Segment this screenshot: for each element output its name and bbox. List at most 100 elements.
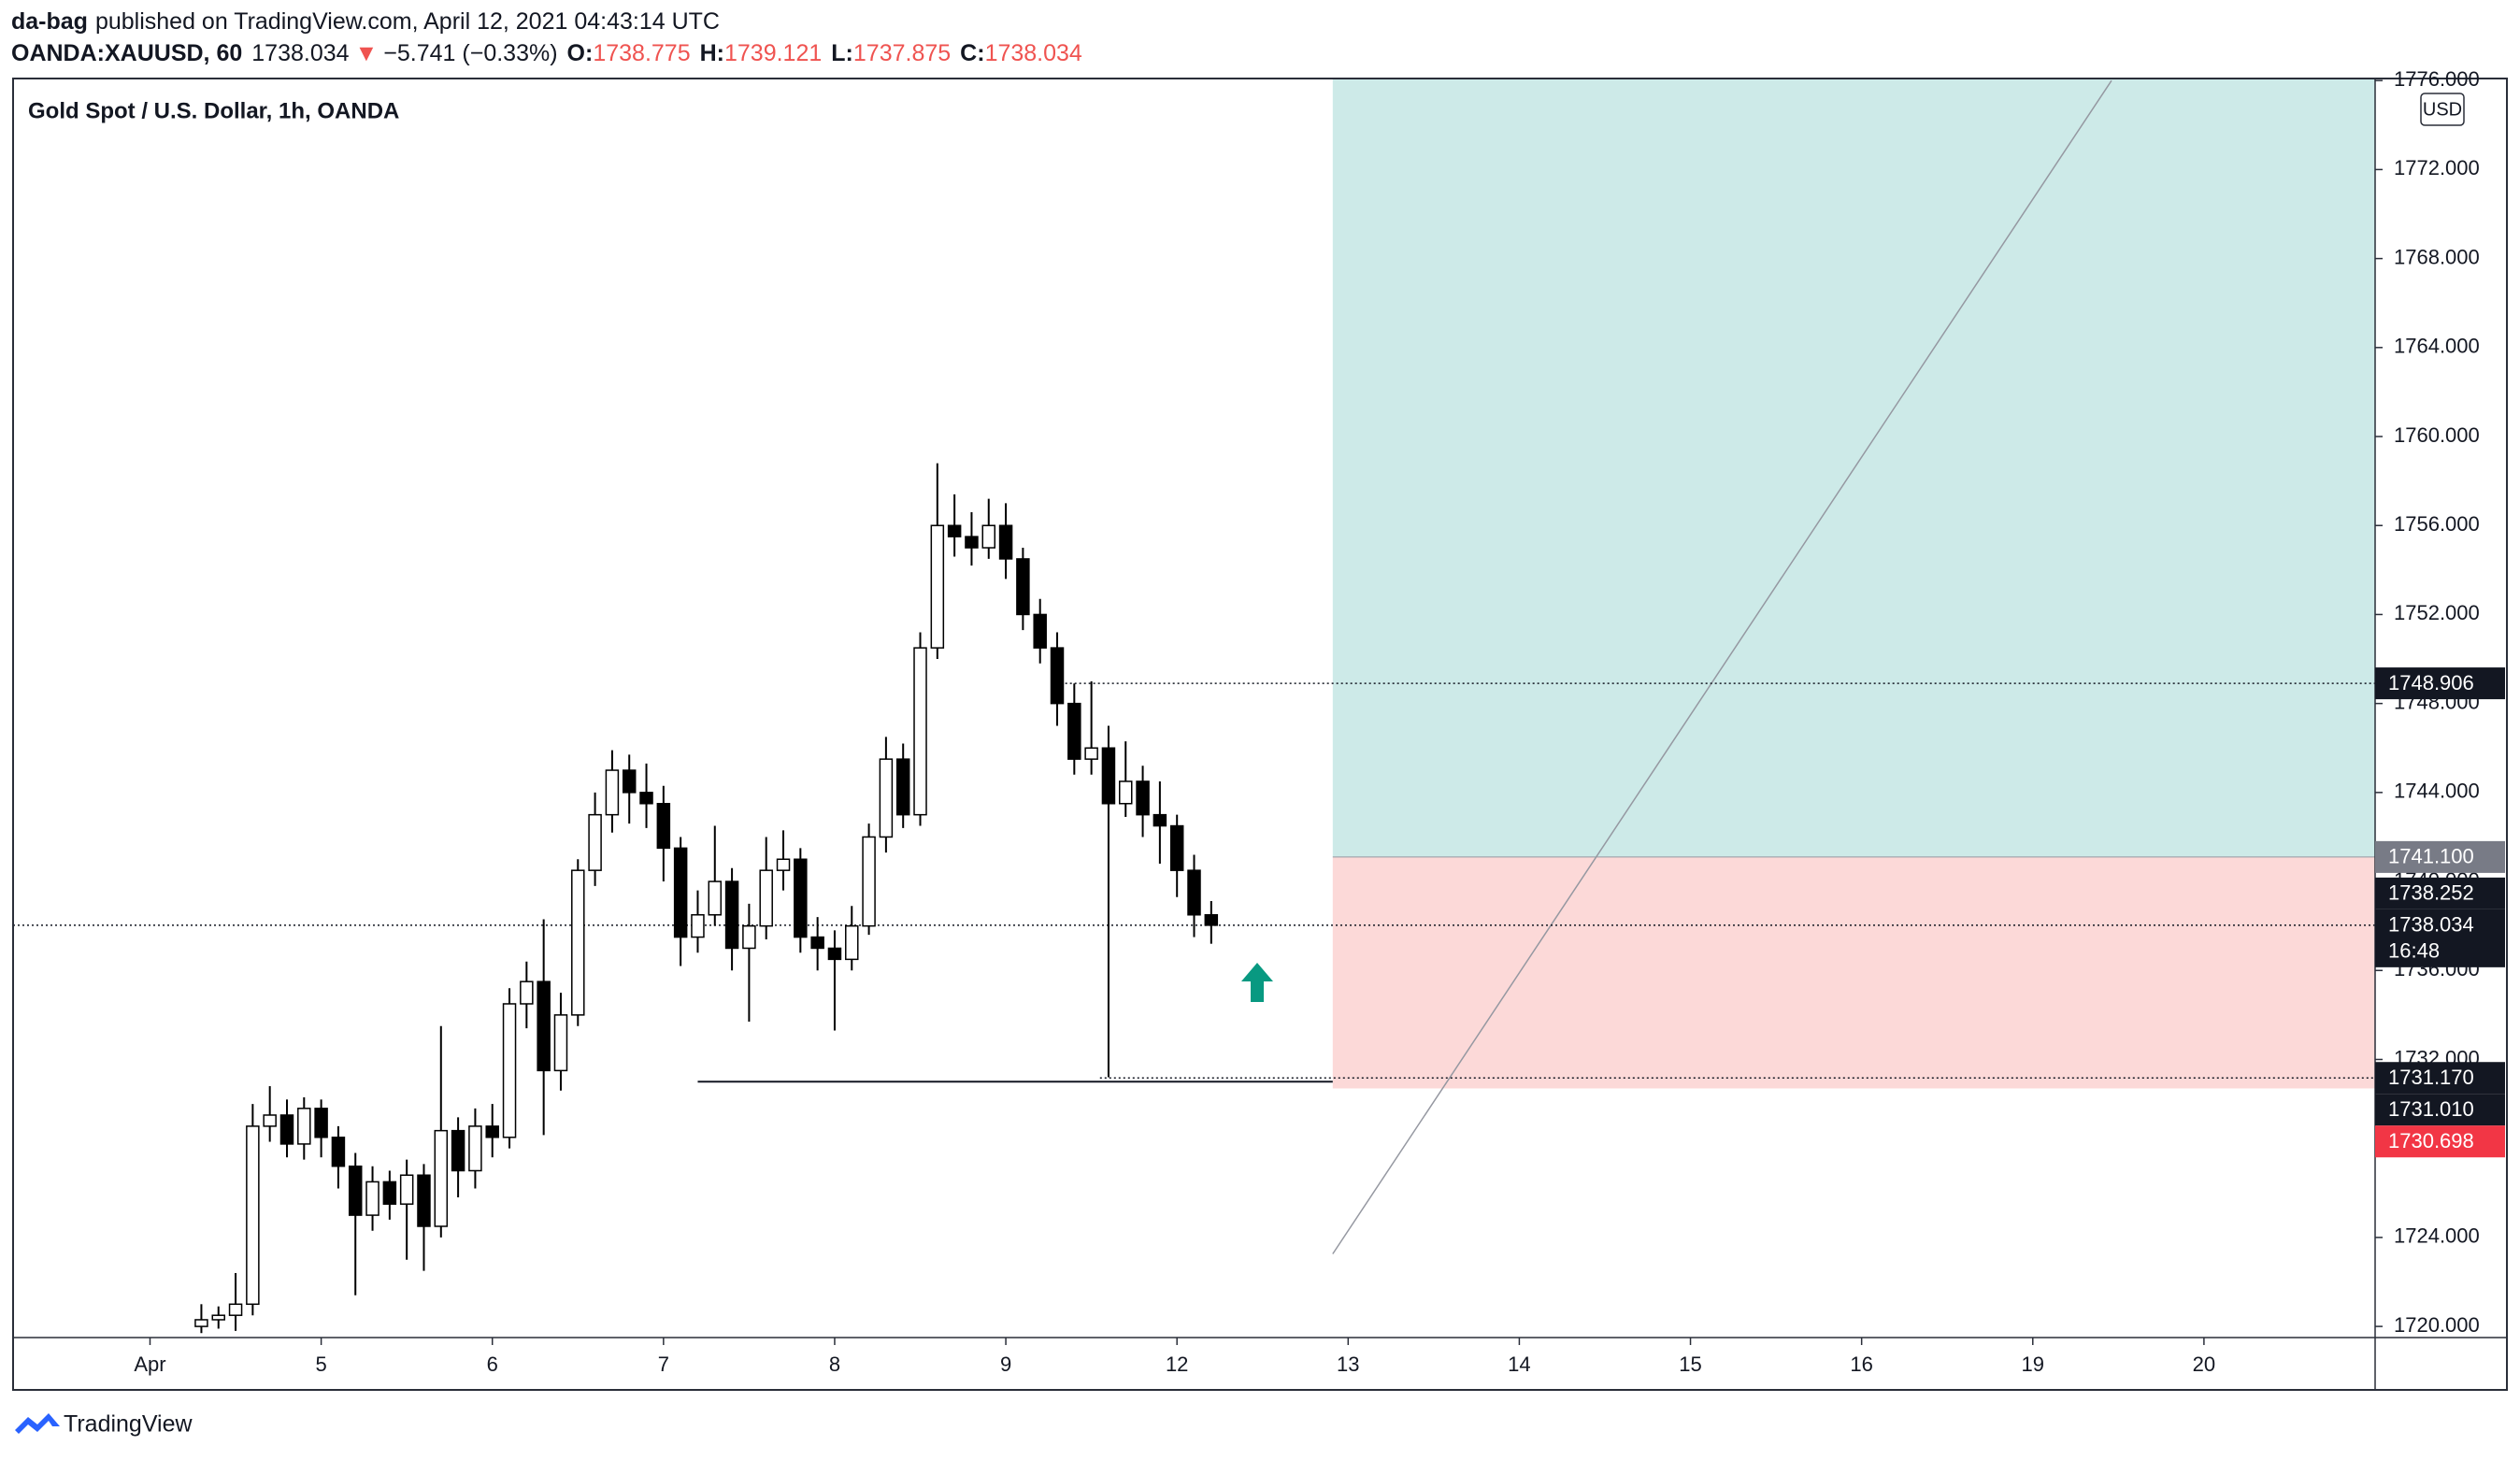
y-tick-label: 1772.000 [2394, 156, 2480, 179]
candle-body [1153, 813, 1167, 827]
ohlc-value: 1737.875 [853, 40, 951, 66]
candle-body [348, 1165, 363, 1216]
candle-body [776, 858, 791, 871]
brand-logo [15, 1413, 60, 1434]
candle-body [879, 758, 894, 838]
candle-body [673, 847, 688, 938]
change-arrow: ▼ [355, 40, 379, 66]
y-tick-label: 1744.000 [2394, 780, 2480, 803]
candle-body [553, 1014, 568, 1072]
price-label: 1738.034 [2388, 913, 2474, 937]
x-tick-label: 7 [658, 1353, 669, 1376]
candle-body [810, 936, 824, 950]
candle-body [297, 1108, 311, 1145]
candle-body [468, 1125, 482, 1172]
ohlc-label: O: [567, 40, 594, 66]
candle-body [827, 947, 842, 961]
candle-body [639, 792, 653, 805]
candle-body [742, 924, 756, 950]
x-tick-label: 9 [1000, 1353, 1011, 1376]
price-label-box [2375, 1125, 2505, 1158]
candle-body [947, 524, 962, 537]
candle-body [845, 924, 859, 961]
candle-body [588, 813, 602, 871]
loss-zone [1332, 856, 2375, 1089]
candle-body [913, 647, 927, 816]
candle-body [1067, 702, 1081, 760]
x-tick-label: 5 [315, 1353, 326, 1376]
candle-body [382, 1181, 397, 1205]
candle-body [502, 1003, 517, 1138]
price-label-box [2375, 909, 2505, 967]
x-tick-label: 20 [2193, 1353, 2215, 1376]
y-tick-label: 1776.000 [2394, 67, 2480, 91]
price-label-box [2375, 840, 2505, 873]
candle-body [485, 1125, 499, 1138]
price-label: 1730.698 [2388, 1129, 2474, 1152]
published: published on TradingView.com, April 12, … [95, 8, 720, 35]
price-label-box [2375, 667, 2505, 700]
candle-body [930, 524, 945, 649]
candle-body [691, 914, 705, 938]
symbol: OANDA:XAUUSD, 60 [11, 40, 242, 66]
candle-body [194, 1319, 208, 1327]
candle-body [965, 536, 979, 549]
currency-box [2420, 93, 2465, 126]
price-label-box [2375, 1062, 2505, 1095]
candle-body [981, 524, 996, 549]
ohlc-label: C: [960, 40, 984, 66]
x-tick-label: 13 [1337, 1353, 1359, 1376]
x-tick-label: 6 [487, 1353, 498, 1376]
trend-line [1332, 79, 2112, 1254]
candle-body [434, 1129, 449, 1227]
candle-body [314, 1108, 328, 1138]
candle-body [246, 1125, 260, 1306]
y-tick-label: 1752.000 [2394, 601, 2480, 624]
x-tick-label: 12 [1166, 1353, 1188, 1376]
brand: TradingView [64, 1411, 193, 1438]
price-label: 1731.010 [2388, 1097, 2474, 1121]
x-tick-label: 19 [2022, 1353, 2044, 1376]
x-tick-label: 16 [1850, 1353, 1872, 1376]
candle-body [1169, 824, 1184, 871]
candle-body [399, 1174, 414, 1205]
candle-body [895, 758, 910, 816]
candle-body [1016, 558, 1030, 616]
last-price: 1738.034 [251, 40, 349, 66]
ohlc-value: 1738.034 [985, 40, 1082, 66]
chart-frame [12, 78, 2508, 1391]
candle-body [228, 1303, 243, 1316]
author: da-bag [11, 8, 88, 35]
price-label-box [2375, 1094, 2505, 1126]
candle-body [1101, 747, 1116, 805]
candle-body [331, 1137, 346, 1167]
candle-body [1204, 914, 1219, 926]
change: −5.741 (−0.33%) [383, 40, 557, 66]
plot [13, 79, 2375, 1334]
candle-body [279, 1114, 294, 1145]
price-label: 1748.906 [2388, 671, 2474, 694]
price-label: 1738.252 [2388, 881, 2474, 905]
candle-body [1136, 780, 1150, 816]
ohlc-label: L: [831, 40, 853, 66]
candle-body [417, 1174, 431, 1227]
long-arrow [1241, 963, 1273, 1002]
candle-body [794, 858, 808, 938]
symbol-line: OANDA:XAUUSD, 60 1738.034 ▼ −5.741 (−0.33%)… [11, 40, 1082, 66]
publish-line: da-bag published on TradingView.com, Apri… [11, 8, 720, 35]
ohlc-label: H: [700, 40, 724, 66]
y-tick-label: 1756.000 [2394, 512, 2480, 536]
candle-body [605, 769, 620, 816]
y-tick-label: 1764.000 [2394, 335, 2480, 358]
chart-title: Gold Spot / U.S. Dollar, 1h, OANDA [28, 98, 399, 123]
x-tick-label: 15 [1679, 1353, 1701, 1376]
candle-body [862, 836, 876, 927]
candle-body [571, 869, 585, 1016]
x-tick-label: 14 [1508, 1353, 1530, 1376]
y-tick-label: 1724.000 [2394, 1224, 2480, 1248]
y-tick-label: 1720.000 [2394, 1313, 2480, 1337]
candle-body [1119, 780, 1133, 805]
candle-body [537, 980, 551, 1072]
candle-body [365, 1181, 379, 1216]
